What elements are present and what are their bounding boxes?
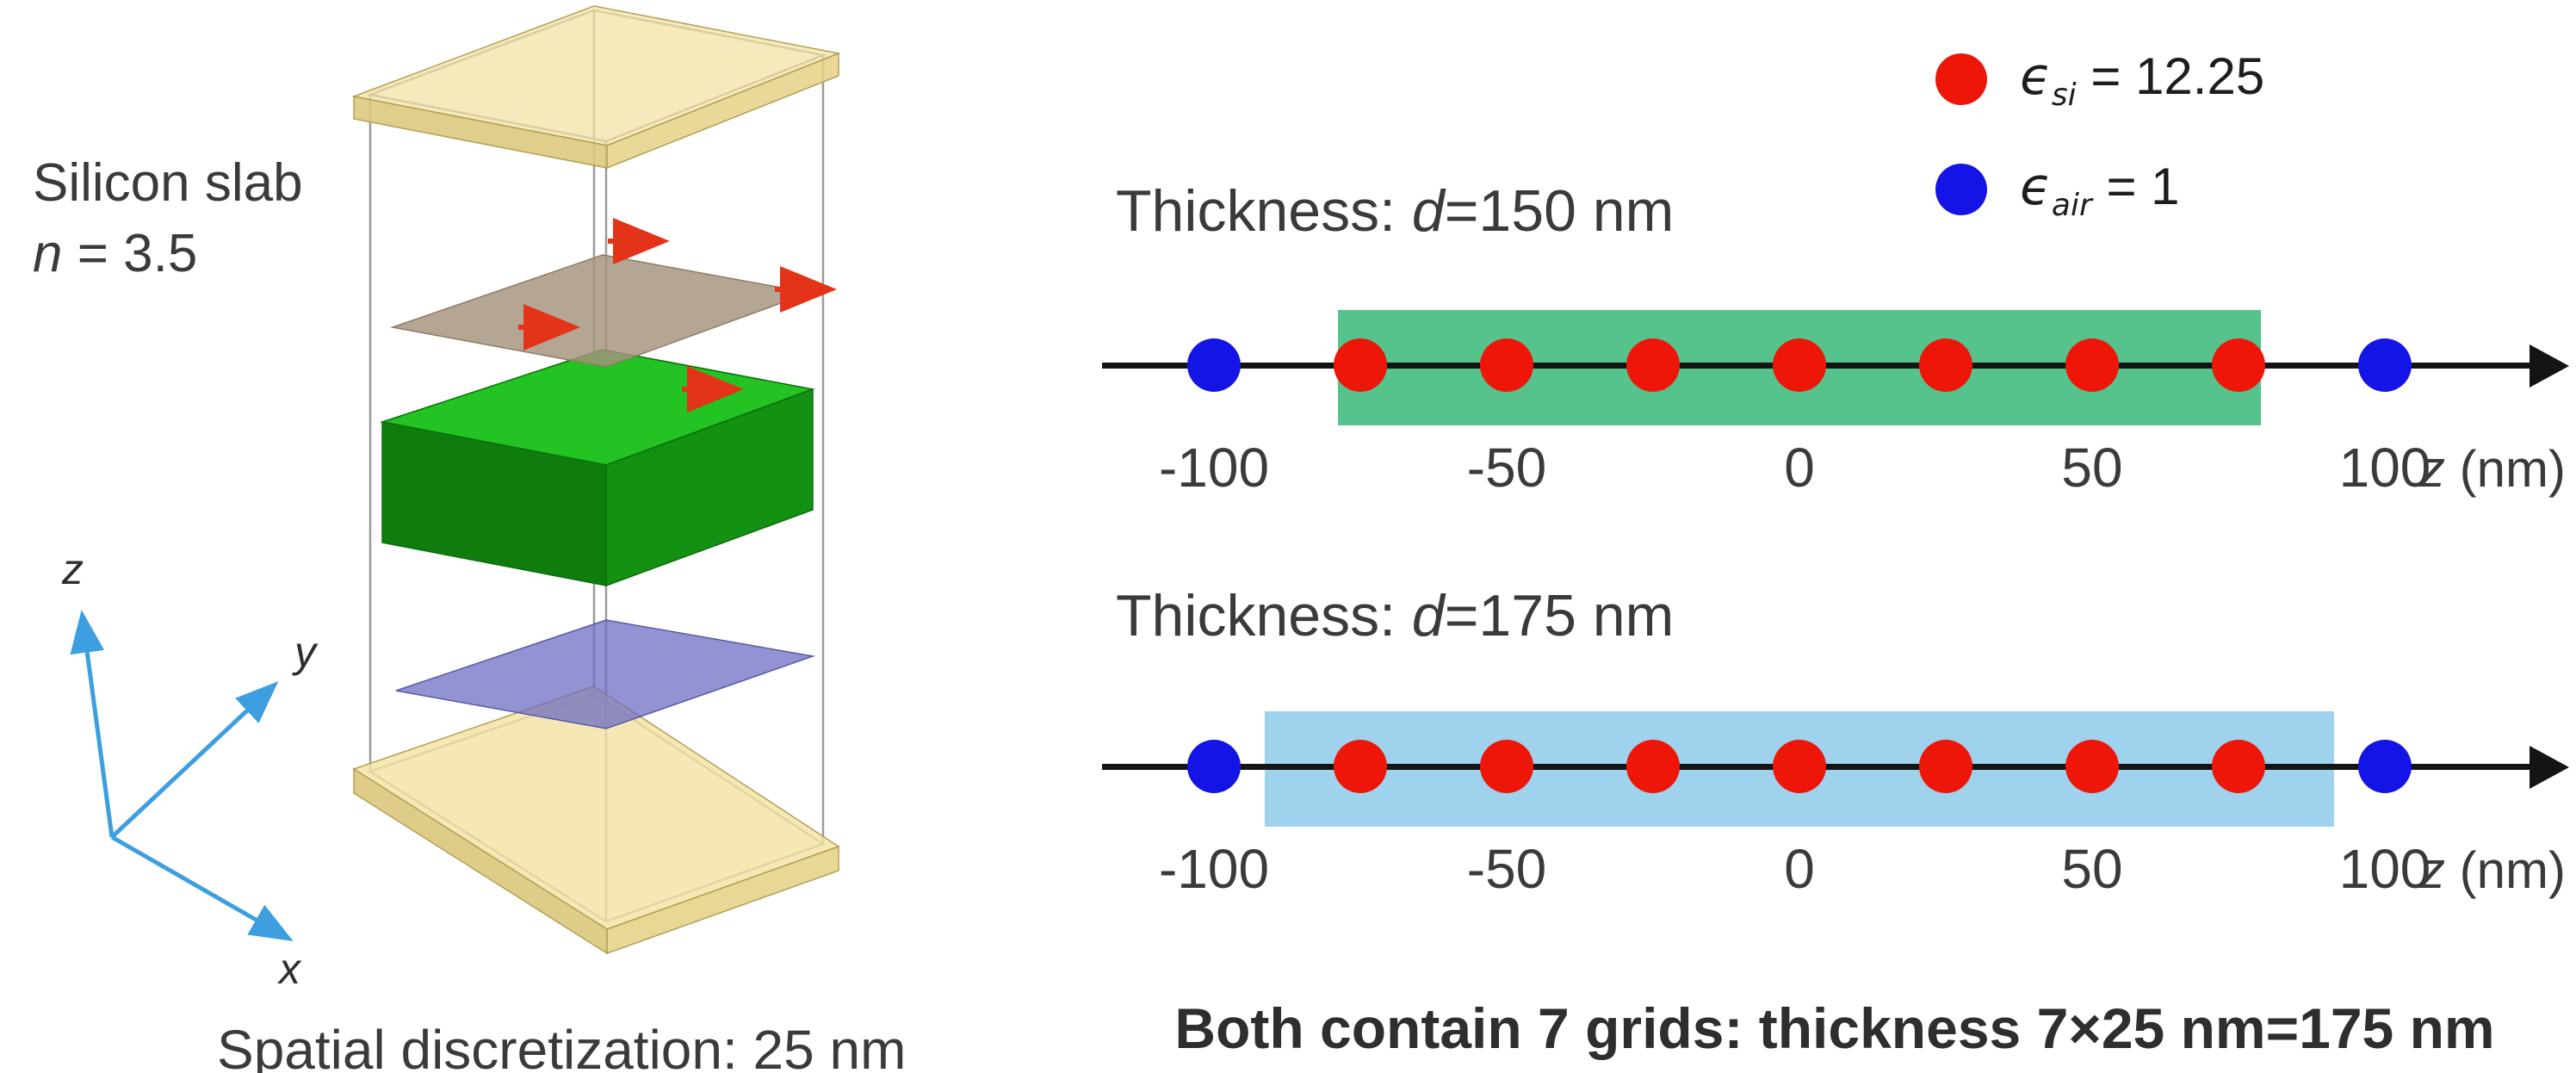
grid-point-air [1187, 338, 1241, 392]
grid-point-si [2065, 740, 2119, 793]
z-axis-arrowhead-icon [2530, 344, 2569, 388]
epsilon-value: = 1 [2091, 157, 2180, 215]
grid-point-air [2358, 740, 2412, 793]
coordinate-axes [70, 610, 294, 941]
grid-point-si [1773, 740, 1826, 793]
grid-point-si [1919, 338, 1972, 392]
tan-grid-plane [390, 254, 812, 368]
z-axis-unit: (nm) [2445, 440, 2566, 498]
grid-point-air [1187, 740, 1241, 793]
tick-label: -100 [1158, 437, 1270, 499]
tick-label: 50 [2061, 838, 2123, 900]
slab-title-line1: Silicon slab [33, 153, 303, 213]
z-axis-variable: z [2419, 440, 2445, 498]
axis-labels: z y x [61, 545, 319, 987]
epsilon-subscript: air [2051, 187, 2092, 223]
z-axis-unit-label: z (nm) [2419, 439, 2566, 499]
epsilon-value: = 12.25 [2076, 47, 2265, 105]
tick-label: -100 [1158, 838, 1270, 900]
number-line-150: -100 -50 0 50 100 z (nm) [1102, 307, 2576, 522]
blue-grid-plane [395, 619, 815, 729]
grid-point-si [1334, 740, 1387, 793]
grid-point-si [1626, 740, 1680, 793]
epsilon-subscript: si [2051, 77, 2077, 113]
diagram-title-150: Thickness: d=150 nm [1116, 177, 1674, 245]
tick-label: -50 [1466, 437, 1547, 499]
legend-item-air: ϵair = 1 [1935, 153, 2264, 226]
grid-point-si [1480, 338, 1533, 392]
tick-label: 100 [2338, 838, 2431, 900]
title-prefix: Thickness: [1116, 583, 1412, 648]
z-axis-arrow-icon [70, 610, 115, 838]
tick-label: 50 [2061, 437, 2123, 499]
title-variable: d [1411, 178, 1445, 244]
number-line-175: -100 -50 0 50 100 z (nm) [1102, 708, 2576, 923]
tick-label: -50 [1466, 838, 1547, 900]
title-prefix: Thickness: [1116, 178, 1412, 244]
grid-point-si [2212, 740, 2265, 793]
epsilon-symbol: ϵ [2020, 46, 2052, 107]
tick-labels: -100 -50 0 50 100 [1102, 708, 2576, 923]
grid-point-si [1626, 338, 1680, 392]
grid-points [1102, 307, 2576, 522]
silicon-layer-3d [380, 349, 815, 587]
top-air-slab [351, 5, 841, 170]
grid-point-si [2212, 338, 2265, 392]
tick-labels: -100 -50 0 50 100 [1102, 307, 2576, 522]
x-axis-label: x [277, 945, 302, 987]
title-suffix: =175 nm [1444, 583, 1675, 648]
y-axis-arrow-icon [110, 681, 279, 839]
air-permittivity-label: ϵair = 1 [2020, 157, 2180, 223]
z-axis-arrowhead-icon [2530, 746, 2569, 789]
air-dot-swatch [1935, 164, 1987, 215]
tick-label: 0 [1784, 437, 1815, 499]
silicon-permittivity-label: ϵsi = 12.25 [2020, 47, 2264, 113]
silicon-dot-swatch [1935, 53, 1987, 105]
z-axis-label: z [61, 545, 84, 593]
grid-point-si [1773, 338, 1826, 392]
title-variable: d [1411, 583, 1445, 648]
slab-title: Silicon slab n = 3.5 [33, 148, 303, 289]
silicon-slab-3d-illustration: z y x [61, 5, 841, 987]
grid-points [1102, 708, 2576, 923]
tick-label: 100 [2338, 437, 2431, 499]
refractive-index-value: = 3.5 [62, 223, 198, 283]
title-suffix: =150 nm [1444, 178, 1675, 244]
discretization-caption: Spatial discretization: 25 nm [217, 1019, 907, 1073]
refractive-index-symbol: n [33, 223, 63, 283]
field-arrows [518, 218, 837, 412]
bottom-air-slab [352, 685, 840, 955]
tick-label: 0 [1784, 838, 1815, 900]
y-axis-label: y [292, 628, 319, 676]
slab-title-line2: n = 3.5 [33, 219, 303, 289]
grid-summary: Both contain 7 grids: thickness 7×25 nm=… [1174, 996, 2495, 1060]
grid-point-air [2358, 338, 2412, 392]
grid-point-si [1480, 740, 1533, 793]
legend: ϵsi = 12.25 ϵair = 1 [1935, 43, 2264, 264]
z-axis-variable: z [2419, 841, 2445, 899]
z-axis-unit: (nm) [2445, 841, 2566, 899]
grid-point-si [1919, 740, 1972, 793]
epsilon-symbol: ϵ [2020, 156, 2052, 217]
grid-point-si [2065, 338, 2119, 392]
diagram-title-175: Thickness: d=175 nm [1116, 582, 1674, 649]
legend-item-silicon: ϵsi = 12.25 [1935, 43, 2264, 115]
x-axis-arrow-icon [110, 834, 294, 941]
grid-point-si [1334, 338, 1387, 392]
z-axis-unit-label: z (nm) [2419, 840, 2566, 900]
